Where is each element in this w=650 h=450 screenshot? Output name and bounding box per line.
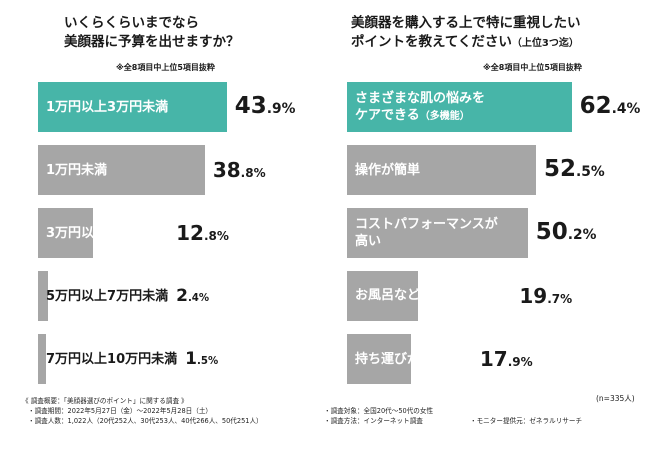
bar-value-dec: .4% xyxy=(611,101,641,118)
bar-value-int: 43 xyxy=(234,93,267,120)
bar-label: 1万円以上3万円未満 xyxy=(46,82,168,132)
bar-value-int: 52 xyxy=(544,156,577,183)
left-chart-note: ※全8項目中上位5項目抜粋 xyxy=(116,63,215,72)
survey-method: ・調査方法：インターネット調査 xyxy=(324,417,423,425)
bar-value-int: 38 xyxy=(212,158,241,182)
bar-label-text: 持ち運びがしやすい xyxy=(355,351,472,367)
bar-value-int: 19 xyxy=(519,284,548,308)
bar-label-note: （防水） xyxy=(471,291,512,302)
bar-label: さまざまな肌の悩みを ケアできる（多機能） xyxy=(355,82,485,132)
bar-value: 17.9% xyxy=(480,347,533,371)
bar-value-dec: .5% xyxy=(576,164,605,181)
survey-period: ・調査期間：2022年5月27日（金）～2022年5月28日（土） xyxy=(28,407,213,415)
bar-value: 1.5% xyxy=(185,349,218,369)
bar-value: 12.8% xyxy=(176,221,229,245)
bar xyxy=(38,82,227,132)
bar-label-text: さまざまな肌の悩みを xyxy=(355,90,486,106)
bar-value: 43.9% xyxy=(235,93,296,119)
bar-value: 19.7% xyxy=(519,284,572,308)
bar-label: 操作が簡単 xyxy=(355,145,420,195)
bar-label: お風呂などで使える（防水） xyxy=(355,271,511,321)
bar-value: 2.4% xyxy=(176,286,209,306)
bar-value-int: 50 xyxy=(535,219,568,246)
bar-label: 3万円以上5万円未満 xyxy=(46,208,168,258)
left-chart-panel: いくらくらいまでなら 美顔器に予算を出せますか？ ※全8項目中上位5項目抜粋 1… xyxy=(18,0,328,395)
bar-value-dec: .8% xyxy=(240,166,266,180)
bar xyxy=(347,208,528,258)
bar-value-int: 1 xyxy=(185,348,197,369)
bar-label-text: ケアできる xyxy=(355,107,420,123)
survey-provider: ・モニター提供元：ゼネラルリサーチ xyxy=(470,417,583,425)
bar-label-text: 3万円以上5万円未満 xyxy=(46,225,169,241)
bar xyxy=(38,145,205,195)
bar-value-int: 12 xyxy=(176,221,204,245)
bar-value-dec: .9% xyxy=(507,355,533,369)
bar xyxy=(38,334,46,384)
right-chart-note: ※全8項目中上位5項目抜粋 xyxy=(483,63,582,72)
bar xyxy=(347,82,572,132)
bar-value: 52.5% xyxy=(544,156,605,182)
bar-value: 62.4% xyxy=(580,93,641,119)
bar-label-text: 操作が簡単 xyxy=(355,162,421,178)
bar-label: 持ち運びがしやすい xyxy=(355,334,472,384)
bar xyxy=(38,208,94,258)
bar-value: 38.8% xyxy=(213,158,266,182)
bar-label: 1万円未満 xyxy=(46,145,107,195)
survey-count: ・調査人数：1,022人（20代252人、30代253人、40代266人、50代… xyxy=(28,417,263,425)
bar-value-dec: .8% xyxy=(203,229,229,243)
bar-value-int: 62 xyxy=(579,93,612,120)
bar-label-text: 高い xyxy=(355,234,382,249)
bar xyxy=(347,271,418,321)
bar-value-dec: .2% xyxy=(567,227,597,244)
bar xyxy=(347,145,536,195)
bar-label: 5万円以上7万円未満 xyxy=(46,271,168,321)
bar xyxy=(347,334,412,384)
survey-title: 《 調査概要：「美顔器選びのポイント」に関する調査 》 xyxy=(22,397,188,405)
bar-label-text: 5万円以上7万円未満 xyxy=(46,288,169,304)
bar-value-dec: .7% xyxy=(547,292,573,306)
bar-label-text: お風呂などで使える xyxy=(355,288,472,303)
right-chart-panel: 美顔器を購入する上で特に重視したい ポイントを教えてください（上位3つ迄） ※全… xyxy=(335,0,645,395)
bar-label-text: コストパフォーマンスが xyxy=(355,217,498,232)
bar-label: コストパフォーマンスが 高い xyxy=(355,208,498,258)
right-chart-title: 美顔器を購入する上で特に重視したい ポイントを教えてください（上位3つ迄） xyxy=(351,15,581,50)
bar-label-text: 1万円未満 xyxy=(46,162,108,178)
bar-label-text: 7万円以上10万円未満 xyxy=(46,351,178,367)
bar xyxy=(38,271,49,321)
bar-label: 7万円以上10万円未満 xyxy=(46,334,177,384)
sample-size: (n=335人) xyxy=(596,394,635,403)
bar-value-int: 2 xyxy=(176,285,188,306)
bar-value-dec: .9% xyxy=(266,101,296,118)
bar-value-int: 17 xyxy=(479,347,508,371)
bar-label-text: 1万円以上3万円未満 xyxy=(46,99,169,115)
bar-value-dec: .4% xyxy=(187,292,210,304)
bar-value: 50.2% xyxy=(536,219,597,245)
left-chart-title: いくらくらいまでなら 美顔器に予算を出せますか？ xyxy=(64,15,240,50)
bar-value-dec: .5% xyxy=(196,355,219,367)
survey-target: ・調査対象：全国20代～50代の女性 xyxy=(324,407,434,415)
bar-label-note: （多機能） xyxy=(419,110,470,122)
